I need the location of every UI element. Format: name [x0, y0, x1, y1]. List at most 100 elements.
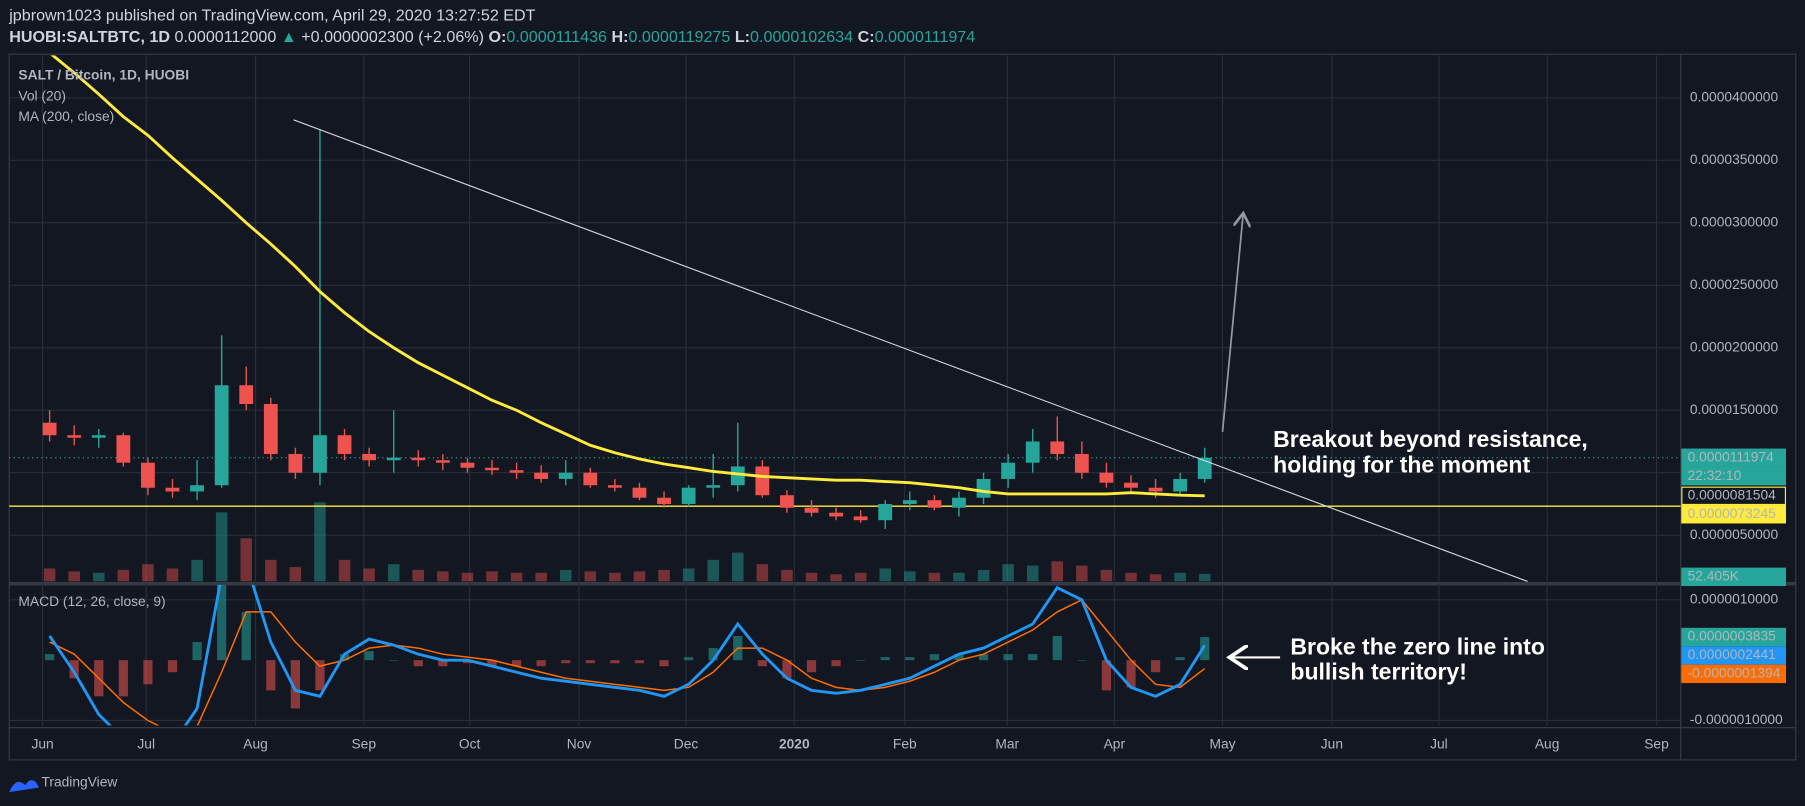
- ma-label: 0.0000081504: [1688, 486, 1777, 502]
- histogram-label: 0.0000003835: [1688, 628, 1777, 644]
- volume-bar: [953, 572, 965, 582]
- histogram-bar: [69, 660, 79, 679]
- candle-body: [976, 478, 991, 498]
- annotation: holding for the moment: [1273, 451, 1530, 477]
- volume-bar: [1149, 574, 1162, 582]
- macd-title: MACD (12, 26, close, 9): [18, 593, 165, 609]
- volume-bar: [928, 572, 941, 582]
- histogram-bar: [561, 660, 571, 664]
- symbol: HUOBI:SALTBTC, 1D: [9, 28, 170, 46]
- volume-bar: [363, 568, 375, 582]
- macd-line: [48, 584, 1206, 726]
- histogram-bar: [856, 660, 866, 661]
- volume-bar: [510, 572, 523, 582]
- volume-bar: [142, 564, 154, 582]
- volume-bar: [387, 564, 400, 582]
- candle-body: [558, 472, 573, 479]
- candle-body: [780, 495, 794, 508]
- last-price-label: 0.0000111974: [1688, 448, 1775, 464]
- volume-bar: [1100, 569, 1113, 582]
- x-tick-label: Apr: [1104, 736, 1126, 752]
- histogram-bar: [585, 660, 595, 664]
- volume-bar: [437, 571, 449, 582]
- legend-item: Vol (20): [18, 87, 66, 103]
- candle-body: [1148, 487, 1163, 492]
- candle-body: [878, 503, 893, 521]
- change: +0.0000002300 (+2.06%): [301, 28, 484, 46]
- volume-bar: [682, 568, 695, 582]
- x-tick-label: 2020: [779, 736, 810, 752]
- histogram-bar: [782, 660, 792, 679]
- candle-body: [1124, 482, 1138, 488]
- volume-bar: [240, 538, 252, 582]
- x-tick-label: Sep: [1644, 736, 1669, 752]
- histogram-bar: [143, 660, 153, 685]
- volume-bar: [732, 552, 744, 582]
- candle-body: [1025, 441, 1040, 463]
- macd-label-bg: [1681, 646, 1787, 665]
- candle-body: [657, 497, 671, 504]
- histogram-bar: [438, 660, 448, 667]
- arrow: ▲: [281, 28, 297, 46]
- volume-bar: [633, 571, 646, 582]
- volume-bar: [854, 572, 867, 582]
- histogram-bar: [167, 660, 178, 673]
- histogram-bar: [290, 660, 300, 709]
- l-label: L:: [735, 28, 750, 46]
- volume-bar: [977, 569, 990, 582]
- candle-body: [804, 507, 819, 513]
- histogram-bar: [757, 660, 767, 667]
- signal-line: [49, 598, 1206, 726]
- volume-bar: [609, 572, 621, 582]
- histogram-bar: [1126, 660, 1136, 688]
- publisher: jpbrown1023 published on TradingView.com…: [8, 6, 535, 24]
- candle-body: [583, 472, 598, 486]
- candle-body: [706, 485, 721, 488]
- candle-body: [239, 385, 254, 404]
- histogram-bar: [1101, 660, 1112, 691]
- histogram-bar: [339, 654, 350, 661]
- volume-label: 52.405K: [1688, 567, 1740, 583]
- x-tick-label: Aug: [1535, 736, 1560, 752]
- candle-body: [1173, 478, 1188, 492]
- price: 0.0000112000: [174, 28, 276, 46]
- candle-body: [853, 516, 868, 521]
- volume-bar: [461, 572, 474, 582]
- histogram-bar: [217, 584, 227, 661]
- ma-line: [50, 55, 1205, 498]
- candle-body: [755, 466, 770, 496]
- candle-body: [91, 435, 106, 438]
- histogram-bar: [487, 660, 497, 667]
- last-price-label-bg: [1681, 448, 1787, 467]
- volume-bar: [904, 571, 916, 582]
- c: 0.0000111974: [875, 28, 976, 46]
- candle-body: [1074, 453, 1089, 473]
- histogram-bar: [659, 660, 669, 667]
- candle-body: [952, 497, 966, 508]
- hline-label-bg: [1681, 505, 1787, 524]
- legend-item: SALT / Bitcoin, 1D, HUOBI: [18, 67, 189, 83]
- candle-body: [362, 453, 377, 461]
- o-label: O:: [488, 28, 506, 46]
- annotation: bullish territory!: [1290, 659, 1466, 685]
- volume-bar: [658, 569, 670, 582]
- volume-bar: [191, 559, 203, 582]
- signal-label-bg: [1681, 664, 1787, 684]
- volume-bar: [805, 572, 818, 582]
- candle-body: [190, 485, 204, 492]
- volume-bar: [1125, 572, 1137, 582]
- y-tick-label: 0.0000200000: [1690, 338, 1779, 354]
- candle-body: [1050, 441, 1065, 454]
- frame: [8, 53, 1797, 761]
- volume-bar: [879, 568, 891, 582]
- histogram-bar: [1150, 660, 1161, 673]
- candle-body: [509, 470, 524, 473]
- histogram-bar: [1200, 637, 1210, 661]
- histogram-bar: [1077, 660, 1087, 661]
- c-label: C:: [858, 28, 875, 46]
- volume-bar: [314, 502, 326, 582]
- x-tick-label: Jul: [137, 736, 155, 752]
- candle-body: [411, 457, 426, 461]
- candle-body: [485, 467, 499, 471]
